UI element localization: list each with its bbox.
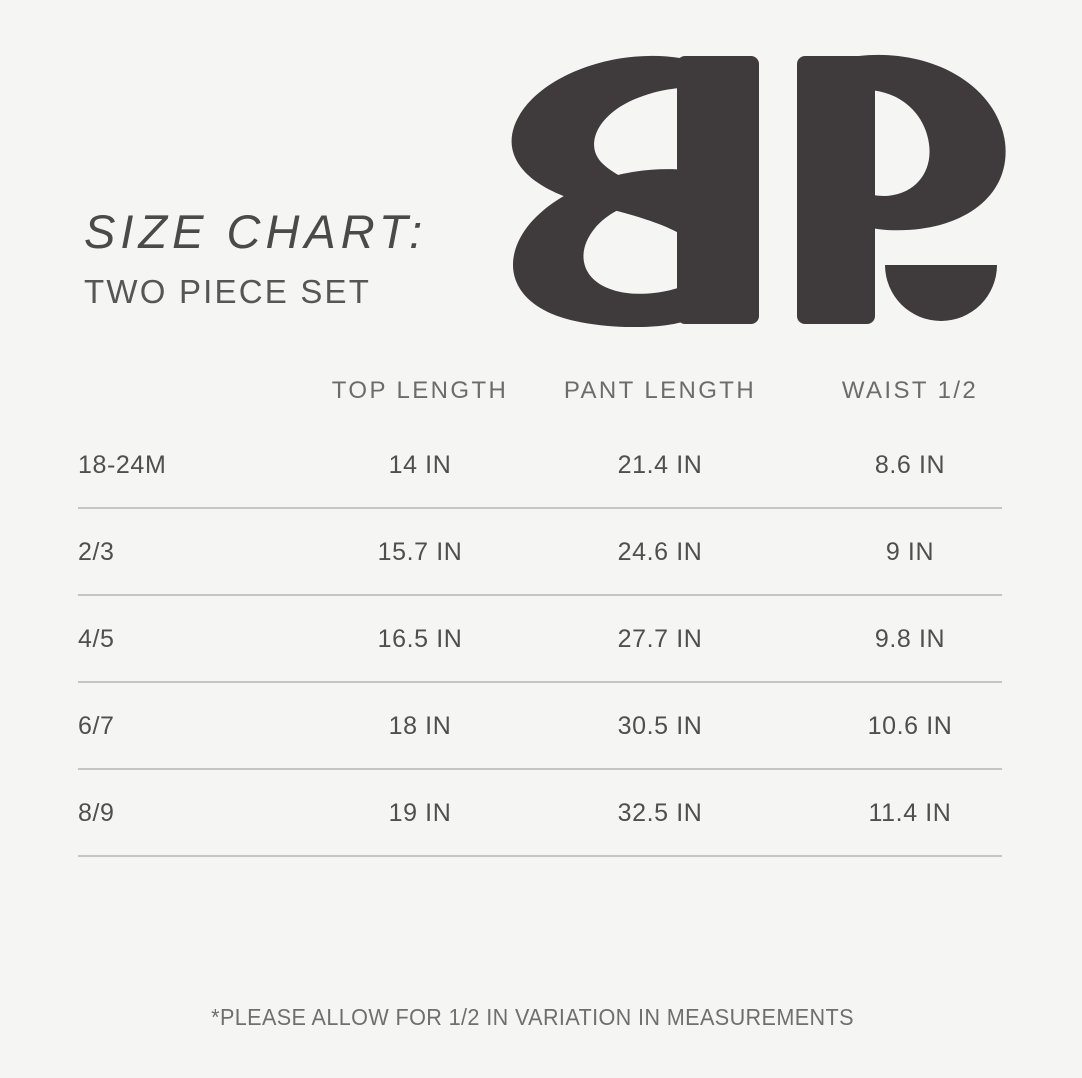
cell-top-length: 15.7 IN (377, 538, 463, 566)
column-header-top-length: TOP LENGTH (331, 377, 509, 404)
measurement-disclaimer: *PLEASE ALLOW FOR 1/2 IN VARIATION IN ME… (211, 1004, 854, 1030)
cell-pant-length: 27.7 IN (617, 625, 703, 653)
row-divider (78, 681, 1002, 683)
title-block: SIZE CHART: TWO PIECE SET (84, 208, 504, 308)
header-zone: SIZE CHART: TWO PIECE SET (0, 0, 1082, 350)
cell-pant-length: 30.5 IN (617, 712, 703, 740)
column-header-pant-length: PANT LENGTH (563, 377, 757, 404)
table-row: 8/9 19 IN 32.5 IN 11.4 IN (0, 770, 1082, 857)
cell-top-length: 18 IN (388, 712, 452, 740)
ap-monogram-logo (497, 52, 1012, 327)
cell-size: 4/5 (78, 625, 115, 653)
table-row: 6/7 18 IN 30.5 IN 10.6 IN (0, 683, 1082, 770)
row-divider (78, 768, 1002, 770)
cell-waist-half: 8.6 IN (874, 451, 946, 479)
table-row: 2/3 15.7 IN 24.6 IN 9 IN (0, 509, 1082, 596)
page-subtitle: TWO PIECE SET (84, 273, 372, 310)
cell-pant-length: 32.5 IN (617, 799, 703, 827)
cell-top-length: 16.5 IN (377, 625, 463, 653)
cell-waist-half: 11.4 IN (868, 799, 952, 827)
page-title: SIZE CHART: (84, 205, 428, 258)
cell-size: 8/9 (78, 799, 115, 827)
column-header-waist-half: WAIST 1/2 (841, 377, 979, 404)
cell-waist-half: 9.8 IN (874, 625, 946, 653)
cell-top-length: 14 IN (388, 451, 452, 479)
cell-top-length: 19 IN (388, 799, 452, 827)
table-row: 18-24M 14 IN 21.4 IN 8.6 IN (0, 422, 1082, 509)
table-header-row: TOP LENGTH PANT LENGTH WAIST 1/2 (0, 360, 1082, 422)
row-divider (78, 594, 1002, 596)
cell-size: 18-24M (78, 451, 167, 479)
cell-size: 2/3 (78, 538, 115, 566)
cell-pant-length: 24.6 IN (617, 538, 703, 566)
cell-size: 6/7 (78, 712, 115, 740)
size-table: TOP LENGTH PANT LENGTH WAIST 1/2 18-24M … (0, 360, 1082, 857)
cell-waist-half: 9 IN (885, 538, 935, 566)
row-divider (78, 855, 1002, 857)
cell-pant-length: 21.4 IN (617, 451, 703, 479)
cell-waist-half: 10.6 IN (867, 712, 953, 740)
table-row: 4/5 16.5 IN 27.7 IN 9.8 IN (0, 596, 1082, 683)
row-divider (78, 507, 1002, 509)
